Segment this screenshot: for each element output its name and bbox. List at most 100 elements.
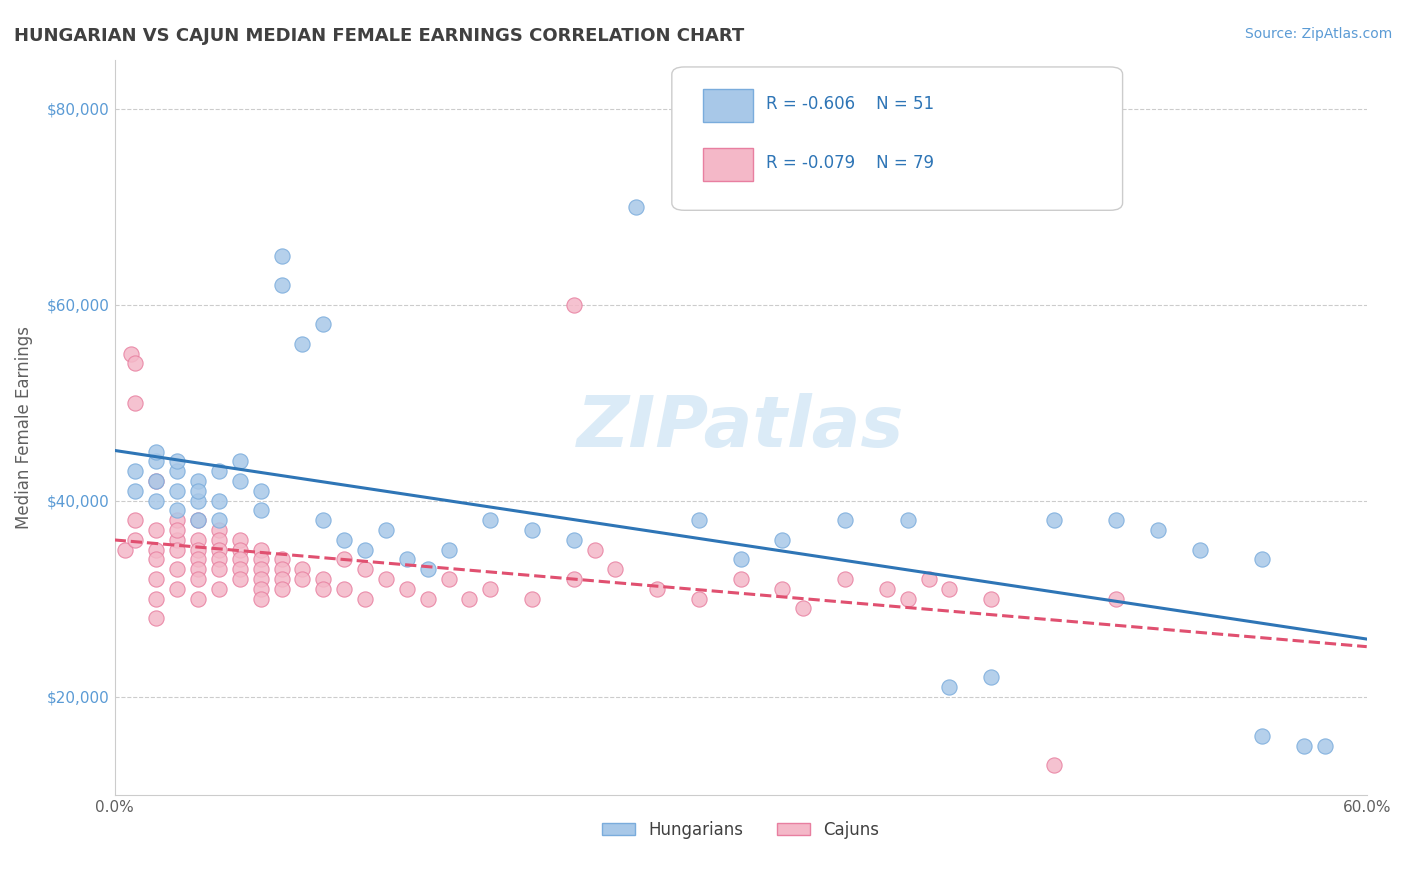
Point bbox=[876, 582, 898, 596]
Point bbox=[249, 552, 271, 566]
Point bbox=[166, 454, 188, 468]
Point bbox=[145, 542, 167, 557]
Point bbox=[583, 542, 606, 557]
Point bbox=[1251, 729, 1274, 743]
Point bbox=[166, 582, 188, 596]
Text: R = -0.606    N = 51: R = -0.606 N = 51 bbox=[766, 95, 934, 112]
Point bbox=[145, 454, 167, 468]
Point bbox=[374, 523, 396, 537]
Point bbox=[229, 474, 252, 488]
Legend: Hungarians, Cajuns: Hungarians, Cajuns bbox=[595, 814, 886, 846]
Point bbox=[562, 533, 585, 547]
Point bbox=[187, 591, 209, 606]
Point bbox=[187, 474, 209, 488]
Point bbox=[124, 356, 146, 370]
Point bbox=[437, 542, 460, 557]
Point bbox=[834, 572, 856, 586]
Point bbox=[1147, 523, 1170, 537]
Point bbox=[938, 680, 960, 694]
Point bbox=[120, 346, 142, 360]
Point bbox=[270, 552, 292, 566]
Y-axis label: Median Female Earnings: Median Female Earnings bbox=[15, 326, 32, 529]
Point bbox=[1251, 552, 1274, 566]
Point bbox=[249, 582, 271, 596]
Point bbox=[730, 572, 752, 586]
Point bbox=[249, 572, 271, 586]
Point bbox=[124, 483, 146, 498]
Point bbox=[1105, 513, 1128, 527]
Point bbox=[145, 591, 167, 606]
Point bbox=[395, 582, 418, 596]
Point bbox=[166, 513, 188, 527]
Point bbox=[1042, 513, 1064, 527]
Point bbox=[145, 523, 167, 537]
Point bbox=[980, 670, 1002, 684]
Point bbox=[249, 483, 271, 498]
Point bbox=[270, 572, 292, 586]
Point bbox=[333, 533, 356, 547]
Point bbox=[208, 523, 231, 537]
Point bbox=[792, 601, 814, 615]
Point bbox=[645, 582, 668, 596]
Point bbox=[208, 562, 231, 576]
Point bbox=[166, 483, 188, 498]
Point bbox=[270, 278, 292, 293]
Point bbox=[770, 582, 793, 596]
Point bbox=[291, 572, 314, 586]
Point bbox=[479, 513, 502, 527]
Point bbox=[354, 542, 377, 557]
Point bbox=[145, 474, 167, 488]
Point bbox=[187, 542, 209, 557]
Point bbox=[416, 591, 439, 606]
Point bbox=[229, 572, 252, 586]
Point bbox=[145, 552, 167, 566]
Point bbox=[208, 533, 231, 547]
Point bbox=[938, 582, 960, 596]
Point bbox=[166, 533, 188, 547]
Bar bbox=[703, 148, 754, 181]
Point bbox=[229, 533, 252, 547]
Point bbox=[562, 572, 585, 586]
Point bbox=[1042, 758, 1064, 772]
Point bbox=[229, 562, 252, 576]
Point bbox=[626, 200, 648, 214]
Point bbox=[416, 562, 439, 576]
Point bbox=[124, 513, 146, 527]
Bar bbox=[703, 89, 754, 122]
Point bbox=[354, 562, 377, 576]
Point bbox=[730, 552, 752, 566]
Point bbox=[834, 513, 856, 527]
Point bbox=[458, 591, 481, 606]
Point bbox=[312, 582, 335, 596]
Point bbox=[437, 572, 460, 586]
Point bbox=[145, 474, 167, 488]
Point bbox=[333, 582, 356, 596]
Point bbox=[270, 562, 292, 576]
Point bbox=[124, 533, 146, 547]
Point bbox=[124, 464, 146, 478]
FancyBboxPatch shape bbox=[672, 67, 1122, 211]
Point bbox=[312, 572, 335, 586]
Point bbox=[166, 562, 188, 576]
Point bbox=[688, 513, 710, 527]
Point bbox=[520, 591, 543, 606]
Point bbox=[479, 582, 502, 596]
Point bbox=[229, 552, 252, 566]
Point bbox=[187, 552, 209, 566]
Point bbox=[187, 493, 209, 508]
Point bbox=[270, 249, 292, 263]
Point bbox=[897, 513, 920, 527]
Point bbox=[374, 572, 396, 586]
Point bbox=[166, 542, 188, 557]
Point bbox=[187, 483, 209, 498]
Point bbox=[312, 513, 335, 527]
Point bbox=[291, 336, 314, 351]
Point bbox=[187, 513, 209, 527]
Point bbox=[166, 464, 188, 478]
Point bbox=[1105, 591, 1128, 606]
Point bbox=[208, 513, 231, 527]
Point bbox=[229, 542, 252, 557]
Point bbox=[187, 562, 209, 576]
Point bbox=[145, 611, 167, 625]
Point bbox=[124, 395, 146, 409]
